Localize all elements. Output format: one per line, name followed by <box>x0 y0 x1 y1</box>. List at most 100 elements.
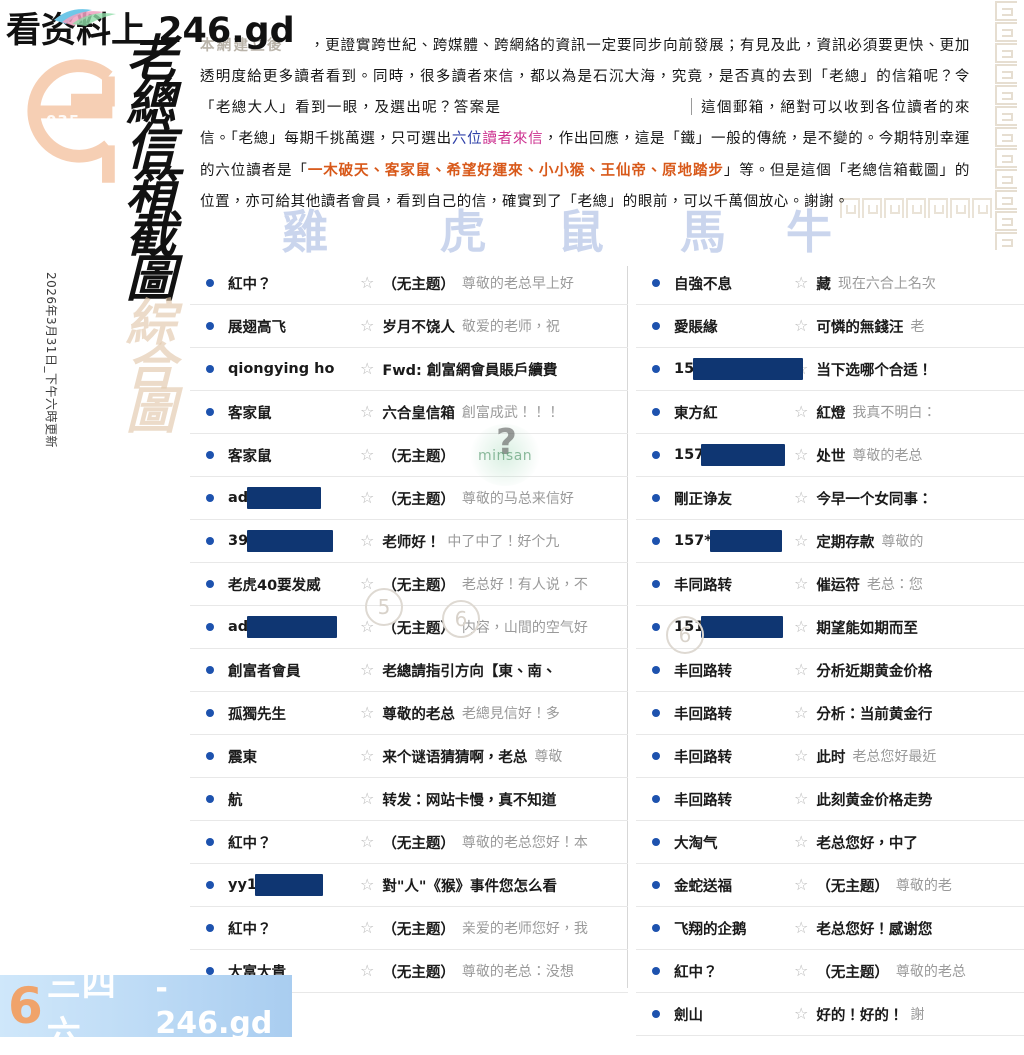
mail-row[interactable]: 151 ☆ 期望能如期而至 <box>636 606 1024 649</box>
mail-row[interactable]: 剛正诤友 ☆ 今早一个女同事： <box>636 477 1024 520</box>
mail-row[interactable]: 丰回路转 ☆ 此刻黄金价格走势 <box>636 778 1024 821</box>
mail-subject: 老總請指引方向【東、南、 <box>382 663 557 680</box>
mail-row[interactable]: 東方紅 ☆ 紅燈 我真不明白： <box>636 391 1024 434</box>
unread-dot-icon <box>652 967 660 975</box>
star-icon[interactable]: ☆ <box>360 316 375 335</box>
mail-preview: 尊敬的马总来信好 <box>461 491 574 507</box>
mail-sender: 孤獨先生 <box>228 706 286 723</box>
star-icon[interactable]: ☆ <box>360 531 375 550</box>
mail-row[interactable]: 紅中？ ☆ （无主题） 尊敬的老总早上好 <box>190 262 628 305</box>
article-lead: 本網建立後 <box>200 37 284 54</box>
unread-dot-icon <box>206 881 214 889</box>
greek-key-unit <box>884 198 904 218</box>
star-icon[interactable]: ☆ <box>360 445 375 464</box>
mail-row[interactable]: ad ☆ （无主题） 尊敬的马总来信好 <box>190 477 628 520</box>
mail-subject: 藏 <box>816 276 831 293</box>
unread-dot-icon <box>652 881 660 889</box>
star-icon[interactable]: ☆ <box>794 316 809 335</box>
mail-sender: 大淘气 <box>674 835 718 852</box>
mail-row[interactable]: 紅中？ ☆ （无主题） 尊敬的老总您好！本 <box>190 821 628 864</box>
star-icon[interactable]: ☆ <box>360 359 375 378</box>
watermark-cn-text: 三四六 <box>46 965 117 1054</box>
mail-row[interactable]: 愛賬緣 ☆ 可憐的無錢汪老 <box>636 305 1024 348</box>
star-icon[interactable]: ☆ <box>360 273 375 292</box>
article-body-4: 」等。但是這個「老總信箱截圖」的位置，亦可給其他讀者會員，看到自己的信，確實到了… <box>200 163 970 210</box>
mail-row[interactable]: 丰回路转 ☆ 此时 老总您好最近 <box>636 735 1024 778</box>
mail-row[interactable]: 丰回路转 ☆ 分析近期黄金价格 <box>636 649 1024 692</box>
mail-sender: 15 <box>674 358 803 380</box>
star-icon[interactable]: ☆ <box>794 574 809 593</box>
mail-row[interactable]: 飞翔的企鹅 ☆ 老总您好！感谢您 <box>636 907 1024 950</box>
star-icon[interactable]: ☆ <box>360 746 375 765</box>
mail-subject: 此刻黄金价格走势 <box>816 792 933 809</box>
mail-subject: 期望能如期而至 <box>816 620 918 637</box>
mail-row[interactable]: 客家鼠 ☆ 六合皇信箱 創富成武！！！ <box>190 391 628 434</box>
mail-row[interactable]: 航 ☆ 转发：网站卡慢，真不知道 <box>190 778 628 821</box>
mail-row[interactable]: 展翅高飞 ☆ 岁月不饶人 敬爱的老师，祝 <box>190 305 628 348</box>
mail-row[interactable]: 157 ☆ 处世 尊敬的老总 <box>636 434 1024 477</box>
star-icon[interactable]: ☆ <box>360 918 375 937</box>
mail-subject: 可憐的無錢汪 <box>816 319 904 336</box>
star-icon[interactable]: ☆ <box>360 832 375 851</box>
star-icon[interactable]: ☆ <box>360 961 375 980</box>
star-icon[interactable]: ☆ <box>794 488 809 507</box>
star-icon[interactable]: ☆ <box>794 832 809 851</box>
mail-row[interactable]: 自強不息 ☆ 藏现在六合上名次 <box>636 262 1024 305</box>
greek-key-unit <box>995 127 1017 147</box>
mail-row[interactable]: 大淘气 ☆ 老总您好，中了 <box>636 821 1024 864</box>
mail-row[interactable]: 39 ☆ 老师好！ 中了中了！好个九 <box>190 520 628 563</box>
mail-row[interactable]: yy1 ☆ 對"人"《猴》事件您怎么看 <box>190 864 628 907</box>
star-icon[interactable]: ☆ <box>794 875 809 894</box>
star-icon[interactable]: ☆ <box>794 1004 809 1023</box>
mail-subject: 老总您好，中了 <box>816 835 918 852</box>
mail-row[interactable]: 紅中？ ☆ （无主题） 尊敬的老总 <box>636 950 1024 993</box>
mail-row[interactable]: 客家鼠 ☆ （无主题） <box>190 434 628 477</box>
star-icon[interactable]: ☆ <box>794 402 809 421</box>
star-icon[interactable]: ☆ <box>794 531 809 550</box>
mail-row[interactable]: 金蛇送福 ☆ （无主题） 尊敬的老 <box>636 864 1024 907</box>
star-icon[interactable]: ☆ <box>360 617 375 636</box>
mail-row[interactable]: 丰同路转 ☆ 催运符 老总：您 <box>636 563 1024 606</box>
article-body-2: 這個郵箱，絕對可以收到各位讀者的來信。「老總」每期千挑萬選，只可選出 <box>200 100 970 147</box>
mail-preview: 老總見信好！多 <box>461 706 560 722</box>
mail-sender: 丰回路转 <box>674 706 732 723</box>
star-icon[interactable]: ☆ <box>360 789 375 808</box>
star-icon[interactable]: ☆ <box>794 703 809 722</box>
star-icon[interactable]: ☆ <box>794 617 809 636</box>
title-char-faded: 圖 <box>126 381 176 440</box>
title-char: 老 <box>126 29 176 88</box>
star-icon[interactable]: ☆ <box>794 961 809 980</box>
update-date-label: 2026年3月31日_下午六時更新 <box>44 272 58 448</box>
mail-row[interactable]: 孤獨先生 ☆ 尊敬的老总 老總見信好！多 <box>190 692 628 735</box>
star-icon[interactable]: ☆ <box>794 918 809 937</box>
mail-row[interactable]: qiongying ho ☆ Fwd: 創富網會員賬戶續費 <box>190 348 628 391</box>
mail-row[interactable]: 紅中？ ☆ （无主题） 亲爱的老师您好，我 <box>190 907 628 950</box>
unread-dot-icon <box>206 322 214 330</box>
mail-row[interactable]: ad ☆ （无主题） 内容，山間的空气好 <box>190 606 628 649</box>
mail-list-left-column[interactable]: 紅中？ ☆ （无主题） 尊敬的老总早上好 展翅高飞 ☆ 岁月不饶人 敬爱的老师，祝 qiongy… <box>190 262 628 993</box>
unread-dot-icon <box>206 666 214 674</box>
star-icon[interactable]: ☆ <box>794 273 809 292</box>
mail-row[interactable]: 創富者會員 ☆ 老總請指引方向【東、南、 <box>190 649 628 692</box>
star-icon[interactable]: ☆ <box>794 746 809 765</box>
star-icon[interactable]: ☆ <box>360 703 375 722</box>
mail-row[interactable]: 震東 ☆ 来个谜语猜猜啊，老总 尊敬 <box>190 735 628 778</box>
star-icon[interactable]: ☆ <box>360 488 375 507</box>
star-icon[interactable]: ☆ <box>794 660 809 679</box>
mail-list-right-column[interactable]: 自強不息☆藏现在六合上名次愛賬緣☆可憐的無錢汪老15☆当下选哪个合适！東方紅☆紅… <box>636 262 1024 1036</box>
star-icon[interactable]: ☆ <box>360 574 375 593</box>
star-icon[interactable]: ☆ <box>360 660 375 679</box>
mail-row[interactable]: 157* ☆ 定期存款 尊敬的 <box>636 520 1024 563</box>
mail-row[interactable]: 老虎40要发威 ☆ （无主题） 老总好！有人说，不 <box>190 563 628 606</box>
unread-dot-icon <box>652 1010 660 1018</box>
star-icon[interactable]: ☆ <box>360 875 375 894</box>
mail-subject: 六合皇信箱 <box>382 405 455 422</box>
star-icon[interactable]: ☆ <box>794 445 809 464</box>
redaction-bar <box>701 444 786 466</box>
mail-row[interactable]: 丰回路转 ☆ 分析：当前黄金行 <box>636 692 1024 735</box>
star-icon[interactable]: ☆ <box>794 789 809 808</box>
mail-row[interactable]: 15☆当下选哪个合适！ <box>636 348 1024 391</box>
star-icon[interactable]: ☆ <box>360 402 375 421</box>
mail-row[interactable]: 劍山 ☆ 好的！好的！ 謝 <box>636 993 1024 1036</box>
